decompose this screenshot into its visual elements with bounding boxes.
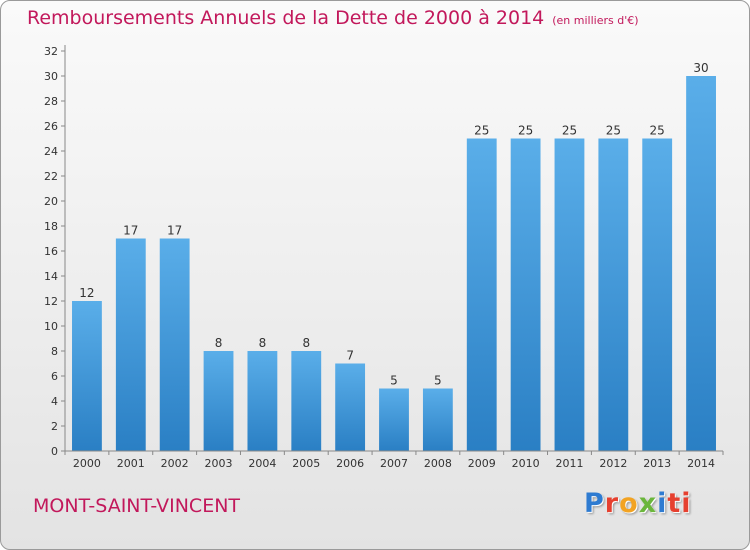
x-tick-label: 2005 bbox=[292, 457, 320, 470]
y-tick-label: 2 bbox=[51, 420, 58, 433]
x-tick-label: 2000 bbox=[73, 457, 101, 470]
y-tick-label: 0 bbox=[51, 445, 58, 458]
bar-value-label: 7 bbox=[346, 349, 354, 363]
bar-series: 12 17 17 8 8 8 7 5 5 25 25 25 25 25 30 bbox=[72, 61, 716, 451]
bar bbox=[115, 238, 146, 451]
bar-value-label: 25 bbox=[562, 124, 577, 138]
y-tick-label: 22 bbox=[44, 170, 58, 183]
bar-value-label: 25 bbox=[474, 124, 489, 138]
bar bbox=[159, 238, 190, 451]
y-tick-label: 4 bbox=[51, 395, 58, 408]
bar bbox=[335, 363, 366, 451]
x-tick-label: 2009 bbox=[468, 457, 496, 470]
logo-letter: ti bbox=[667, 488, 692, 519]
y-tick-label: 28 bbox=[44, 95, 58, 108]
chart-title-text: Remboursements Annuels de la Dette de 20… bbox=[27, 7, 545, 29]
bar-value-label: 5 bbox=[390, 374, 398, 388]
logo-letter: i bbox=[657, 488, 668, 519]
y-tick-label: 14 bbox=[44, 270, 58, 283]
bar-value-label: 25 bbox=[650, 124, 665, 138]
bar-value-label: 12 bbox=[79, 286, 94, 300]
logo-letter: o bbox=[619, 488, 639, 519]
y-tick-label: 30 bbox=[44, 70, 58, 83]
y-tick-label: 24 bbox=[44, 145, 58, 158]
bar-value-label: 30 bbox=[693, 61, 708, 75]
y-tick-label: 18 bbox=[44, 220, 58, 233]
x-tick-label: 2008 bbox=[424, 457, 452, 470]
y-tick-label: 10 bbox=[44, 320, 58, 333]
logo-letter: x bbox=[638, 488, 658, 519]
y-tick-label: 26 bbox=[44, 120, 58, 133]
y-tick-label: 8 bbox=[51, 345, 58, 358]
bar-value-label: 25 bbox=[518, 124, 533, 138]
x-tick-label: 2010 bbox=[512, 457, 540, 470]
y-tick-label: 20 bbox=[44, 195, 58, 208]
bar bbox=[642, 138, 673, 451]
bar-value-label: 25 bbox=[606, 124, 621, 138]
bar bbox=[598, 138, 629, 451]
bar bbox=[72, 301, 102, 451]
x-tick-label: 2006 bbox=[336, 457, 364, 470]
bar-value-label: 8 bbox=[259, 336, 267, 350]
logo-letter: r bbox=[604, 488, 620, 519]
y-tick-label: 16 bbox=[44, 245, 58, 258]
x-tick-label: 2007 bbox=[380, 457, 408, 470]
bar bbox=[554, 138, 585, 451]
bar-value-label: 17 bbox=[167, 224, 182, 238]
x-tick-label: 2011 bbox=[555, 457, 583, 470]
x-tick-label: 2004 bbox=[248, 457, 276, 470]
y-tick-label: 6 bbox=[51, 370, 58, 383]
bar-value-label: 8 bbox=[215, 336, 223, 350]
bar-value-label: 8 bbox=[302, 336, 310, 350]
x-tick-label: 2003 bbox=[205, 457, 233, 470]
bar bbox=[203, 351, 234, 451]
x-tick-label: 2014 bbox=[687, 457, 715, 470]
x-axis: 2000 2001 2002 2003 2004 2005 2006 2007 2008 2009… bbox=[64, 450, 724, 470]
x-tick-label: 2013 bbox=[643, 457, 671, 470]
bar bbox=[291, 351, 322, 451]
bar-value-label: 5 bbox=[434, 374, 442, 388]
bar bbox=[686, 76, 716, 451]
proxiti-logo: Proxiti bbox=[584, 488, 692, 519]
logo-letter: P bbox=[584, 488, 605, 519]
bar-value-label: 17 bbox=[123, 224, 138, 238]
bar bbox=[422, 388, 453, 451]
y-tick-label: 12 bbox=[44, 295, 58, 308]
x-tick-label: 2012 bbox=[599, 457, 627, 470]
chart-title: Remboursements Annuels de la Dette de 20… bbox=[27, 7, 639, 29]
town-name: MONT-SAINT-VINCENT bbox=[33, 495, 241, 517]
y-tick-label: 32 bbox=[44, 45, 58, 58]
bar bbox=[510, 138, 541, 451]
x-tick-label: 2001 bbox=[117, 457, 145, 470]
x-tick-label: 2002 bbox=[161, 457, 189, 470]
bar bbox=[466, 138, 497, 451]
bar bbox=[379, 388, 409, 451]
bar bbox=[247, 351, 278, 451]
chart-unit: (en milliers d'€) bbox=[552, 14, 639, 27]
